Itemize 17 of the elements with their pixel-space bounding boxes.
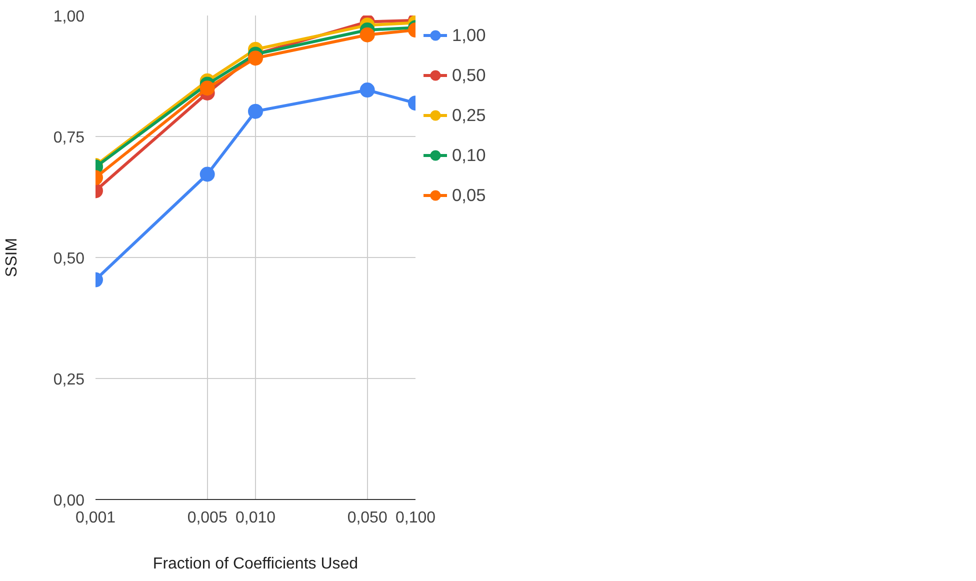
y-tick-label: 0,50 bbox=[53, 250, 85, 268]
x-tick-label: 0,100 bbox=[395, 510, 436, 526]
legend-label: 0,50 bbox=[452, 64, 486, 86]
y-tick-label: 0,75 bbox=[53, 130, 85, 146]
y-tick-label: 0,00 bbox=[53, 492, 85, 510]
legend-label: 0,05 bbox=[452, 184, 486, 206]
x-axis-title: Fraction of Coefficients Used bbox=[152, 556, 358, 572]
x-tick-label: 0,050 bbox=[347, 510, 388, 526]
x-tick-label: 0,001 bbox=[75, 510, 116, 526]
legend-label: 0,10 bbox=[452, 144, 486, 166]
legend-label: 0,25 bbox=[452, 104, 486, 126]
legend-label: 1,00 bbox=[452, 24, 486, 46]
x-tick-label: 0,005 bbox=[187, 510, 228, 526]
x-tick-label: 0,010 bbox=[235, 510, 276, 526]
y-tick-label: 1,00 bbox=[53, 8, 85, 26]
y-tick-label: 0,25 bbox=[53, 372, 85, 388]
y-axis-title: SSIM bbox=[3, 238, 20, 278]
